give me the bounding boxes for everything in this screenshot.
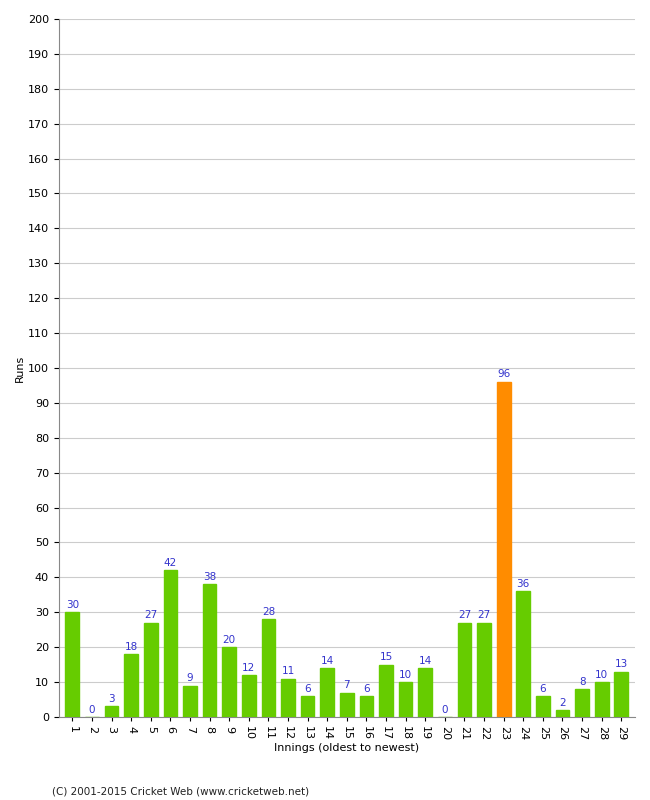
Bar: [398, 682, 413, 717]
Bar: [66, 612, 79, 717]
Text: 12: 12: [242, 662, 255, 673]
Text: 27: 27: [144, 610, 157, 620]
Text: 10: 10: [595, 670, 608, 680]
Bar: [516, 591, 530, 717]
Text: 3: 3: [109, 694, 115, 704]
Text: 15: 15: [380, 652, 393, 662]
Bar: [261, 619, 275, 717]
Bar: [281, 678, 295, 717]
Text: 10: 10: [399, 670, 412, 680]
Text: 36: 36: [517, 579, 530, 589]
Bar: [614, 671, 628, 717]
Text: 28: 28: [262, 606, 275, 617]
Bar: [497, 382, 510, 717]
Text: 14: 14: [320, 656, 334, 666]
Bar: [340, 693, 354, 717]
Text: (C) 2001-2015 Cricket Web (www.cricketweb.net): (C) 2001-2015 Cricket Web (www.cricketwe…: [52, 786, 309, 796]
Text: 7: 7: [343, 680, 350, 690]
Text: 18: 18: [125, 642, 138, 652]
Y-axis label: Runs: Runs: [15, 354, 25, 382]
Text: 38: 38: [203, 572, 216, 582]
Text: 13: 13: [615, 659, 628, 669]
Text: 9: 9: [187, 673, 193, 683]
Bar: [164, 570, 177, 717]
Bar: [379, 665, 393, 717]
Bar: [301, 696, 315, 717]
Text: 14: 14: [419, 656, 432, 666]
X-axis label: Innings (oldest to newest): Innings (oldest to newest): [274, 743, 419, 753]
Text: 6: 6: [304, 683, 311, 694]
Text: 42: 42: [164, 558, 177, 568]
Bar: [124, 654, 138, 717]
Bar: [419, 668, 432, 717]
Text: 6: 6: [363, 683, 370, 694]
Text: 30: 30: [66, 600, 79, 610]
Bar: [183, 686, 197, 717]
Bar: [320, 668, 334, 717]
Text: 6: 6: [540, 683, 546, 694]
Bar: [536, 696, 550, 717]
Text: 0: 0: [441, 705, 448, 714]
Bar: [359, 696, 373, 717]
Bar: [242, 675, 255, 717]
Bar: [477, 622, 491, 717]
Text: 96: 96: [497, 370, 510, 379]
Text: 2: 2: [559, 698, 566, 707]
Text: 0: 0: [88, 705, 95, 714]
Bar: [144, 622, 158, 717]
Bar: [222, 647, 236, 717]
Text: 8: 8: [578, 677, 586, 686]
Bar: [203, 584, 216, 717]
Bar: [575, 689, 589, 717]
Bar: [458, 622, 471, 717]
Text: 27: 27: [477, 610, 491, 620]
Text: 11: 11: [281, 666, 294, 676]
Text: 27: 27: [458, 610, 471, 620]
Bar: [105, 706, 118, 717]
Text: 20: 20: [222, 634, 236, 645]
Bar: [595, 682, 608, 717]
Bar: [556, 710, 569, 717]
